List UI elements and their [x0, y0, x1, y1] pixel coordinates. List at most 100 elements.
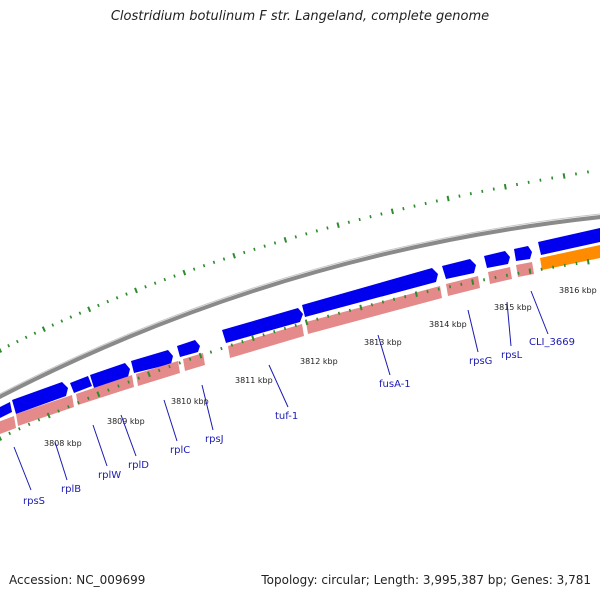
tick-mark [243, 250, 246, 255]
topology-summary: Topology: circular; Length: 3,995,387 bp… [261, 573, 591, 587]
tick-mark [446, 195, 450, 202]
tick-mark [60, 319, 64, 323]
tick-mark [230, 343, 234, 347]
gene-arrow-forward [484, 251, 510, 268]
gene-label-rplB: rplB [61, 484, 81, 495]
tick-mark [336, 222, 340, 228]
gene-label-rplC: rplC [170, 445, 190, 456]
tick-mark [106, 299, 110, 304]
tick-mark [283, 326, 287, 331]
tick-mark [435, 199, 438, 203]
tick-mark [273, 241, 277, 245]
genome-backbone [0, 215, 600, 400]
tick-mark [24, 335, 28, 340]
kbp-label: 3811 kbp [235, 376, 273, 385]
tick-mark [144, 285, 147, 289]
leader-line [201, 384, 214, 431]
tick-mark [220, 346, 223, 351]
gene-block-reverse [183, 353, 205, 371]
kbp-label: 3809 kbp [107, 417, 145, 426]
tick-mark [157, 368, 161, 373]
leader-line [506, 301, 512, 347]
tick-mark [562, 173, 566, 179]
outer-tick-ring [0, 170, 589, 353]
reverse-strand-genes [0, 245, 600, 434]
tick-mark [347, 220, 351, 224]
tick-mark [528, 268, 532, 275]
gene-arrow-forward [222, 308, 303, 343]
gene-block-reverse [76, 375, 134, 405]
kbp-label: 3812 kbp [300, 357, 338, 366]
tick-mark [192, 267, 196, 271]
tick-mark [492, 187, 495, 191]
accession-text: Accession: NC_009699 [9, 573, 146, 587]
tick-mark [426, 289, 429, 294]
tick-mark [348, 308, 352, 313]
tick-mark [424, 201, 427, 206]
gene-arrow-forward [12, 382, 68, 414]
tick-mark [117, 384, 120, 388]
gene-label-rpsL: rpsL [501, 350, 523, 361]
gene-label-rpsS: rpsS [23, 496, 45, 507]
tick-mark [78, 311, 82, 315]
gene-arrow-forward [538, 228, 600, 255]
tick-mark [251, 335, 255, 342]
tick-mark [551, 176, 554, 180]
leader-line [120, 414, 137, 457]
kbp-label: 3808 kbp [44, 439, 82, 448]
gene-block-other [540, 245, 600, 270]
tick-mark [482, 278, 486, 282]
gene-block-reverse [446, 276, 480, 296]
tick-mark [494, 275, 497, 280]
tick-mark [305, 232, 308, 236]
gene-label-tuf-1: tuf-1 [275, 411, 298, 422]
leader-line [13, 446, 32, 491]
gene-label-rpsJ: rpsJ [205, 434, 224, 445]
gene-label-CLI_3669: CLI_3669 [529, 337, 575, 348]
tick-mark [402, 207, 405, 211]
leader-line [54, 441, 68, 481]
tick-mark [437, 287, 440, 291]
tick-mark [358, 217, 361, 222]
tick-mark [46, 412, 51, 419]
tick-mark [517, 271, 520, 275]
tick-mark [540, 267, 543, 271]
kbp-label-group: 3808 kbp 3809 kbp 3810 kbp 3811 kbp 3812… [44, 286, 597, 448]
leader-line [467, 309, 479, 353]
leader-line [163, 399, 178, 442]
tick-mark [359, 304, 363, 311]
tick-mark [326, 314, 330, 318]
tick-mark [77, 400, 80, 405]
kbp-label: 3816 kbp [559, 286, 597, 295]
gene-arrow-forward [0, 402, 12, 418]
tick-mark [283, 237, 288, 243]
leader-line [268, 364, 289, 408]
tick-mark [304, 319, 309, 326]
tick-mark [458, 194, 461, 198]
gene-arrow-forward [514, 246, 532, 261]
tick-mark [7, 344, 11, 348]
gene-label-rplD: rplD [128, 460, 149, 471]
gene-label-group: rpsS rplB rplW rplD rplC rpsJ tuf-1 fusA… [23, 337, 575, 507]
tick-mark [0, 347, 3, 353]
tick-mark [51, 323, 55, 327]
tick-mark [134, 287, 138, 294]
tick-mark [481, 189, 484, 193]
gene-arrow-forward [302, 268, 438, 317]
tick-mark [137, 376, 141, 380]
tick-mark [381, 300, 385, 304]
forward-strand-genes [0, 228, 600, 418]
tick-mark [294, 235, 297, 239]
tick-mark [241, 339, 244, 344]
kbp-label: 3813 kbp [364, 338, 402, 347]
tick-mark [188, 357, 192, 361]
tick-mark [87, 396, 90, 401]
tick-mark [414, 291, 418, 297]
tick-mark [263, 244, 266, 248]
tick-mark [392, 297, 396, 301]
tick-mark [198, 352, 203, 359]
tick-mark [212, 260, 216, 265]
leader-line [530, 290, 549, 335]
tick-mark [505, 273, 508, 278]
